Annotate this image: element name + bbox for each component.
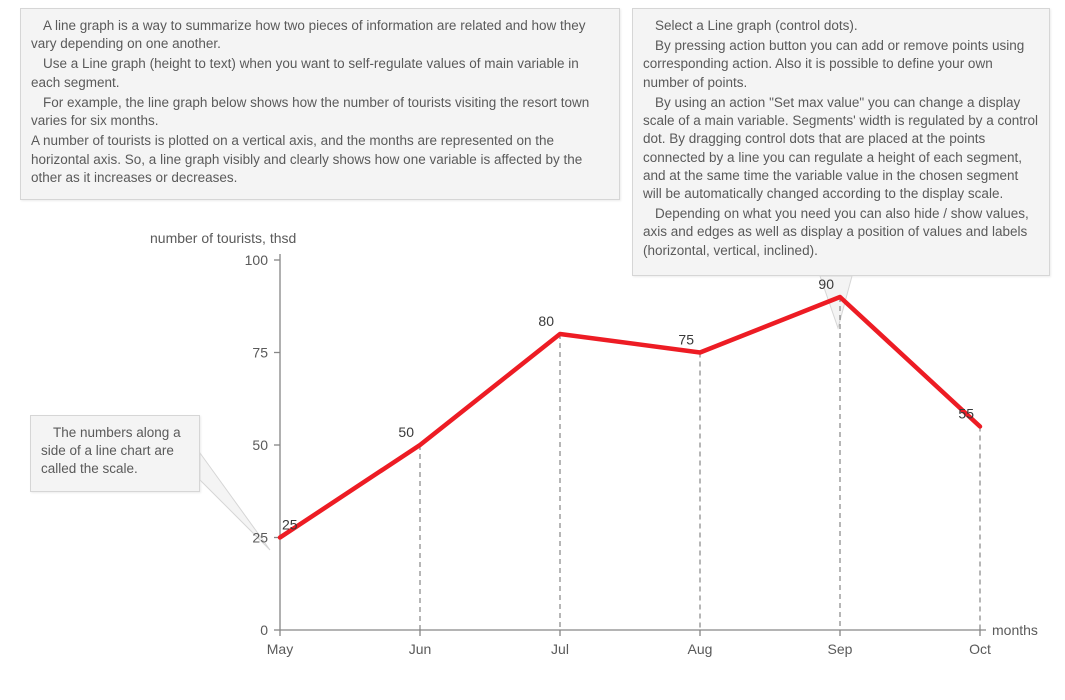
x-tick-label: Jul xyxy=(551,641,569,657)
y-tick-label: 25 xyxy=(252,530,268,546)
x-tick-label: Sep xyxy=(828,641,853,657)
y-tick-label: 50 xyxy=(252,437,268,453)
callout-text: A line graph is a way to summarize how t… xyxy=(31,17,609,53)
data-line xyxy=(280,297,980,538)
value-label: 55 xyxy=(958,406,974,422)
x-tick-label: May xyxy=(267,641,293,657)
value-label: 25 xyxy=(282,517,298,533)
callout-text: The numbers along a side of a line chart… xyxy=(41,424,189,479)
callout-text: Use a Line graph (height to text) when y… xyxy=(31,55,609,91)
x-tick-label: Aug xyxy=(688,641,713,657)
callout-side-left: The numbers along a side of a line chart… xyxy=(30,415,200,492)
y-tick-label: 100 xyxy=(245,252,269,268)
y-tick-label: 75 xyxy=(252,345,268,361)
callout-top-left: A line graph is a way to summarize how t… xyxy=(20,8,620,200)
value-label: 75 xyxy=(678,332,694,348)
callout-text: By using an action "Set max value" you c… xyxy=(643,94,1039,203)
y-tick-label: 0 xyxy=(260,622,268,638)
callout-text: A number of tourists is plotted on a ver… xyxy=(31,132,609,187)
callout-text: For example, the line graph below shows … xyxy=(31,94,609,130)
value-label: 50 xyxy=(398,424,414,440)
value-label: 90 xyxy=(818,276,834,292)
callout-text: By pressing action button you can add or… xyxy=(643,37,1039,92)
x-tick-label: Oct xyxy=(969,641,991,657)
value-label: 80 xyxy=(538,313,554,329)
callout-text: Select a Line graph (control dots). xyxy=(643,17,1039,35)
x-tick-label: Jun xyxy=(409,641,432,657)
line-chart: 0 25 50 75 100 May Jun Jul Aug Sep Oct 25 50 80 75 90 55 xyxy=(220,230,1040,680)
